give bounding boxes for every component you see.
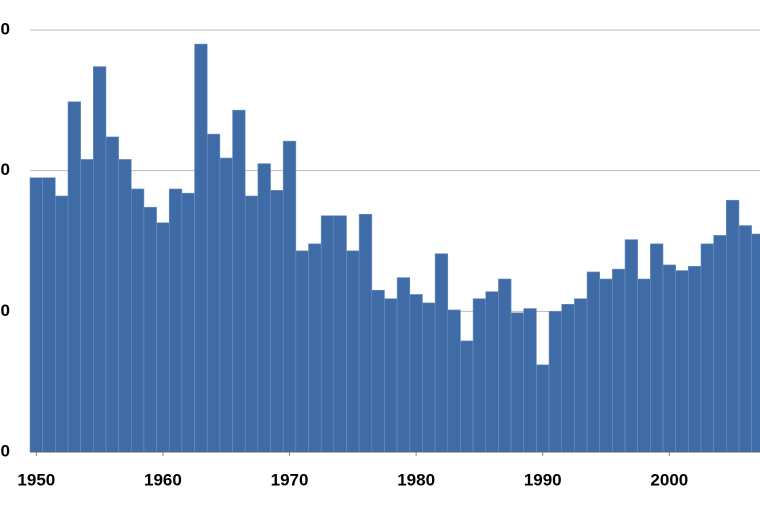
y-tick-label: 0: [1, 160, 10, 179]
x-tick-label: 1960: [144, 470, 182, 489]
bar: [257, 163, 271, 453]
bar: [612, 268, 626, 453]
y-tick-label: 0: [1, 441, 10, 460]
bar: [194, 43, 208, 453]
bar: [662, 264, 676, 453]
bar: [586, 271, 600, 453]
bar: [422, 302, 436, 453]
bar: [536, 364, 550, 453]
y-tick-label: 0: [1, 301, 10, 320]
bar: [130, 188, 145, 453]
bar: [55, 195, 69, 453]
bar: [738, 225, 752, 453]
bar: [561, 303, 575, 453]
bar: [232, 109, 246, 453]
bar: [346, 250, 360, 453]
bar: [650, 243, 664, 453]
x-tick-label: 1990: [524, 470, 562, 489]
x-tick-label: 1950: [17, 470, 55, 489]
bar: [93, 66, 107, 453]
bar: [282, 140, 297, 453]
bar: [384, 298, 398, 453]
bar: [523, 308, 537, 453]
bar: [168, 188, 183, 453]
bar: [118, 159, 132, 453]
bar: [396, 277, 411, 453]
bar: [409, 294, 423, 453]
bar: [320, 215, 335, 453]
bar: [219, 157, 233, 453]
bar: [29, 177, 43, 453]
bar: [270, 190, 284, 453]
bar: [447, 309, 461, 453]
bar: [485, 291, 499, 453]
bar: [244, 195, 259, 453]
bar: [725, 199, 740, 453]
bar: [574, 298, 588, 453]
bar: [510, 312, 525, 453]
bar: [713, 235, 727, 453]
x-tick-label: 1970: [271, 470, 309, 489]
x-tick-label: 1980: [397, 470, 435, 489]
bar: [105, 136, 119, 453]
bar: [624, 239, 638, 453]
bar: [181, 192, 195, 453]
bar: [67, 101, 81, 453]
bar: [460, 340, 474, 453]
bar: [472, 298, 487, 453]
x-tick-label: 2000: [650, 470, 688, 489]
bar: [548, 311, 563, 453]
bar: [700, 243, 714, 453]
bar: [751, 233, 760, 453]
bar: [156, 222, 170, 453]
bar: [42, 177, 56, 453]
bar: [308, 243, 322, 453]
bar: [599, 278, 613, 453]
y-tick-label: 0: [1, 19, 10, 38]
bar: [80, 159, 94, 453]
bar: [206, 133, 221, 453]
bar: [143, 206, 157, 453]
bar: [688, 266, 702, 453]
bar: [295, 250, 309, 453]
bar: [637, 278, 651, 453]
bar: [434, 253, 449, 453]
bar: [333, 215, 347, 453]
bar: [358, 213, 373, 453]
bar: [675, 270, 689, 453]
bar: [498, 278, 512, 453]
bar: [371, 289, 385, 453]
